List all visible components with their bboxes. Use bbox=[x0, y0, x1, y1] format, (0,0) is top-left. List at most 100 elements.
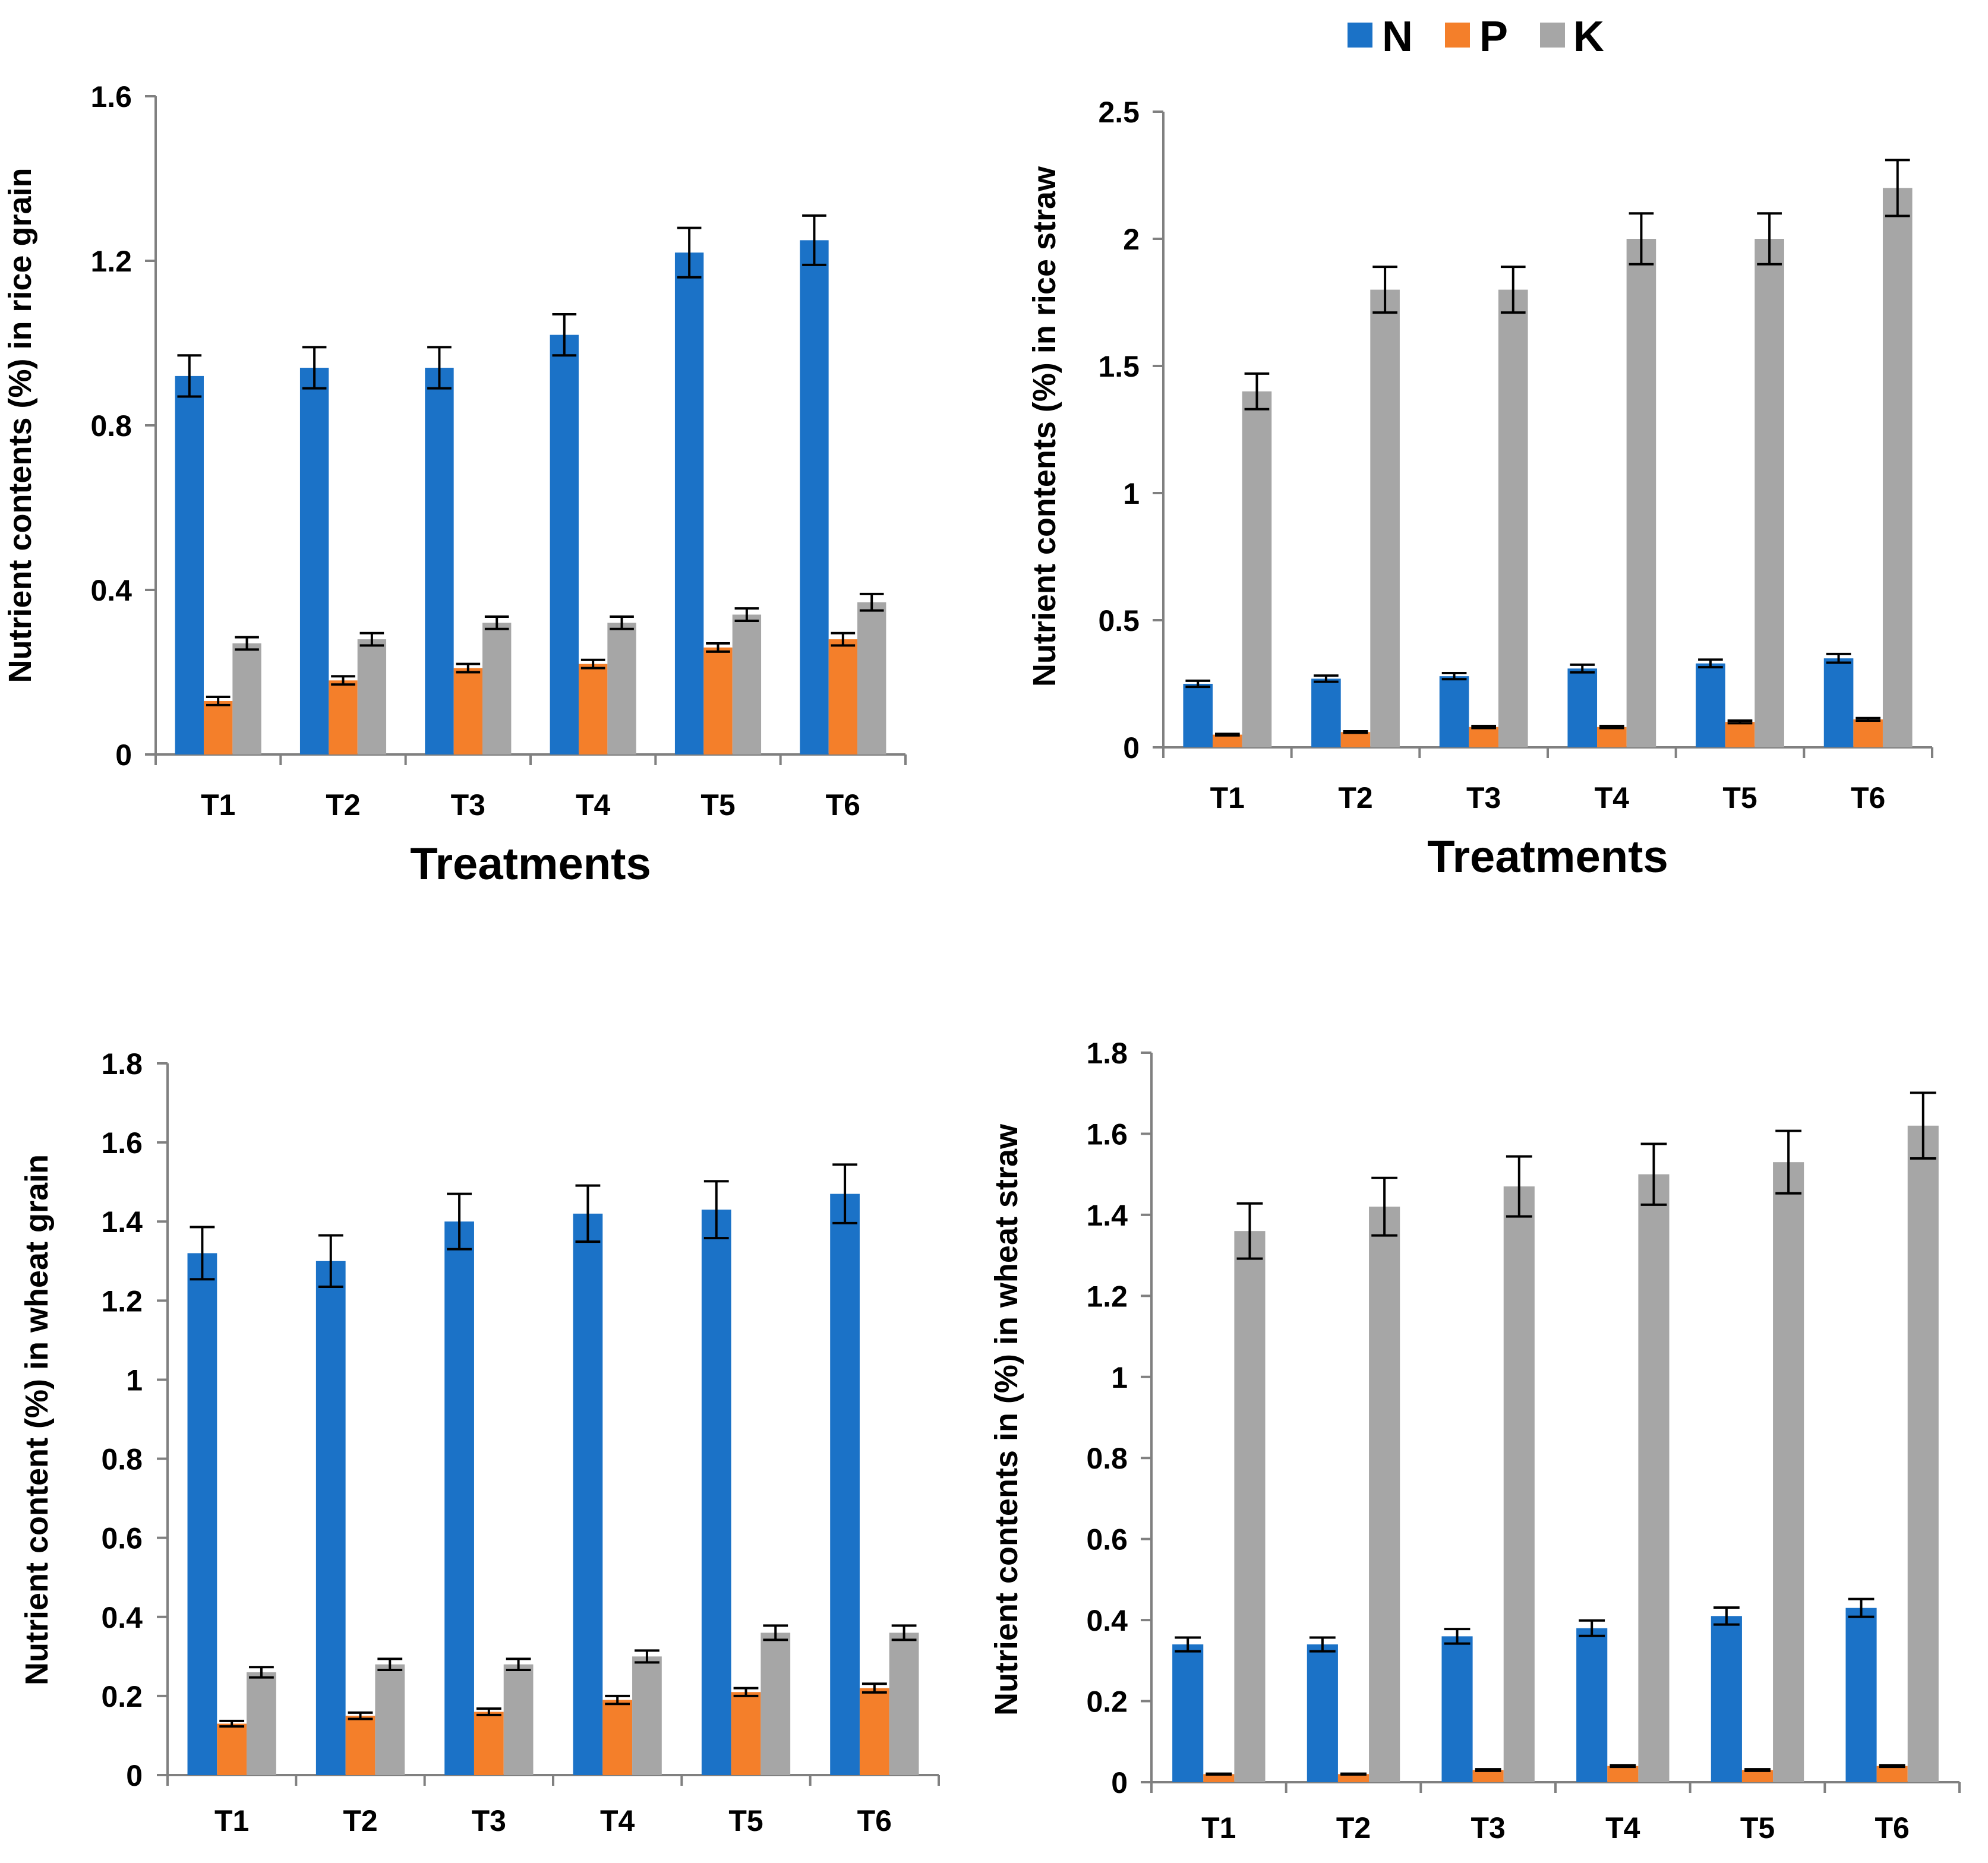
bar-n bbox=[1696, 663, 1725, 747]
y-tick-label: 1.2 bbox=[90, 245, 132, 278]
bar-k bbox=[1242, 391, 1272, 747]
bar-k bbox=[1369, 1207, 1400, 1782]
bar-p bbox=[1607, 1766, 1639, 1782]
bar-p bbox=[329, 680, 358, 754]
bar-k bbox=[503, 1664, 534, 1775]
y-tick-label: 1.4 bbox=[1086, 1199, 1128, 1232]
bar-k bbox=[1755, 239, 1784, 747]
bar-p bbox=[1853, 719, 1883, 747]
x-tick-label: T4 bbox=[576, 788, 611, 822]
y-tick-label: 1.8 bbox=[101, 1047, 143, 1081]
bar-n bbox=[1172, 1644, 1204, 1782]
y-tick-label: 0.6 bbox=[101, 1522, 143, 1555]
x-tick-label: T1 bbox=[1201, 1811, 1236, 1845]
y-tick-label: 2.5 bbox=[1098, 96, 1140, 129]
bar-n bbox=[1567, 668, 1598, 747]
x-tick-label: T4 bbox=[600, 1804, 635, 1837]
y-tick-label: 0.2 bbox=[101, 1680, 143, 1713]
bar-n bbox=[573, 1213, 603, 1775]
x-tick-label: T2 bbox=[1336, 1811, 1371, 1845]
bar-k bbox=[1882, 188, 1913, 747]
chart-wheat-grain: 0 0.2 0.4 0.6 0.8 1 1.2 1.4 1.6 1.8 T1 T2 T3 T4 T5 T6 Nu… bbox=[19, 1047, 940, 1837]
bar-n bbox=[830, 1193, 860, 1775]
bar-n bbox=[1441, 1636, 1473, 1782]
x-tick-label: T1 bbox=[201, 788, 235, 822]
bar-k bbox=[247, 1672, 276, 1775]
legend-swatch-k bbox=[1540, 23, 1565, 48]
bar-p bbox=[828, 639, 858, 754]
bar-p bbox=[731, 1692, 761, 1775]
bar-p bbox=[474, 1712, 504, 1775]
y-tick-label: 1.6 bbox=[101, 1126, 143, 1160]
bar-p bbox=[453, 668, 483, 754]
bar-n bbox=[800, 240, 829, 754]
bar-p bbox=[217, 1723, 247, 1775]
y-tick-label: 1.8 bbox=[1086, 1037, 1128, 1070]
bar-p bbox=[345, 1716, 375, 1775]
x-tick-label: T5 bbox=[728, 1804, 763, 1837]
y-tick-label: 1 bbox=[126, 1363, 143, 1397]
y-tick-label: 0 bbox=[126, 1759, 143, 1792]
y-axis-title: Nutrient contents (%) in rice straw bbox=[1027, 166, 1062, 687]
bar-n bbox=[175, 375, 204, 754]
x-tick-label: T2 bbox=[326, 788, 360, 822]
x-tick-label: T5 bbox=[1740, 1811, 1775, 1845]
bar-p bbox=[203, 700, 233, 754]
bar-k bbox=[857, 602, 886, 754]
y-tick-label: 0.4 bbox=[90, 574, 132, 607]
bar-p bbox=[703, 647, 733, 754]
bar-k bbox=[1907, 1125, 1939, 1782]
y-tick-label: 1.2 bbox=[101, 1284, 143, 1318]
bar-n bbox=[701, 1210, 731, 1775]
x-tick-label: T1 bbox=[214, 1804, 249, 1837]
bar-k bbox=[889, 1633, 919, 1775]
bar-p bbox=[1337, 1774, 1369, 1782]
x-tick-label: T4 bbox=[1605, 1811, 1640, 1845]
y-tick-label: 0 bbox=[1123, 731, 1140, 765]
bar-n bbox=[550, 334, 579, 754]
y-tick-label: 1.5 bbox=[1098, 350, 1140, 383]
bar-k bbox=[482, 623, 512, 754]
x-tick-label: T6 bbox=[826, 788, 860, 822]
bar-k bbox=[761, 1633, 791, 1775]
bar-k bbox=[1626, 239, 1656, 747]
bar-n bbox=[299, 368, 329, 754]
x-tick-label: T5 bbox=[700, 788, 735, 822]
y-tick-label: 0.2 bbox=[1086, 1685, 1128, 1719]
bar-p bbox=[859, 1688, 889, 1775]
bar-n bbox=[425, 368, 454, 754]
bar-n bbox=[1307, 1644, 1338, 1782]
bar-n bbox=[1845, 1608, 1877, 1782]
bar-k bbox=[1370, 289, 1400, 748]
bar-k bbox=[375, 1664, 405, 1775]
y-tick-label: 0.8 bbox=[1086, 1442, 1128, 1475]
bar-n bbox=[444, 1221, 474, 1775]
chart-rice-straw: 0 0.5 1 1.5 2 2.5 T1 T2 T3 T4 T5 T6 Nutrient content… bbox=[1027, 96, 1933, 882]
x-tick-label: T6 bbox=[1875, 1811, 1909, 1845]
x-tick-label: T3 bbox=[1471, 1811, 1505, 1845]
bar-p bbox=[1725, 722, 1755, 747]
y-tick-label: 2 bbox=[1123, 223, 1140, 256]
x-tick-label: T2 bbox=[1338, 781, 1372, 814]
y-axis-title: Nutrient contents (%) in rice grain bbox=[2, 168, 38, 683]
y-tick-label: 1.2 bbox=[1086, 1280, 1128, 1313]
legend-swatch-p bbox=[1445, 23, 1470, 48]
y-axis-title: Nutrient contents in (%) in wheat straw bbox=[989, 1123, 1024, 1716]
bar-p bbox=[578, 664, 608, 754]
x-tick-label: T3 bbox=[1466, 781, 1501, 814]
bar-p bbox=[1340, 732, 1371, 747]
y-tick-label: 0 bbox=[115, 738, 132, 772]
bar-p bbox=[1203, 1774, 1235, 1782]
legend-label-p: P bbox=[1479, 13, 1508, 61]
bar-p bbox=[1876, 1766, 1908, 1782]
bar-k bbox=[1503, 1186, 1535, 1782]
bar-k bbox=[1234, 1231, 1266, 1782]
bar-k bbox=[632, 1656, 662, 1775]
bar-k bbox=[232, 643, 261, 754]
x-tick-label: T4 bbox=[1595, 781, 1630, 814]
bar-k bbox=[1773, 1162, 1804, 1782]
bar-n bbox=[187, 1253, 217, 1775]
bar-k bbox=[357, 639, 387, 754]
bar-n bbox=[1183, 684, 1213, 747]
